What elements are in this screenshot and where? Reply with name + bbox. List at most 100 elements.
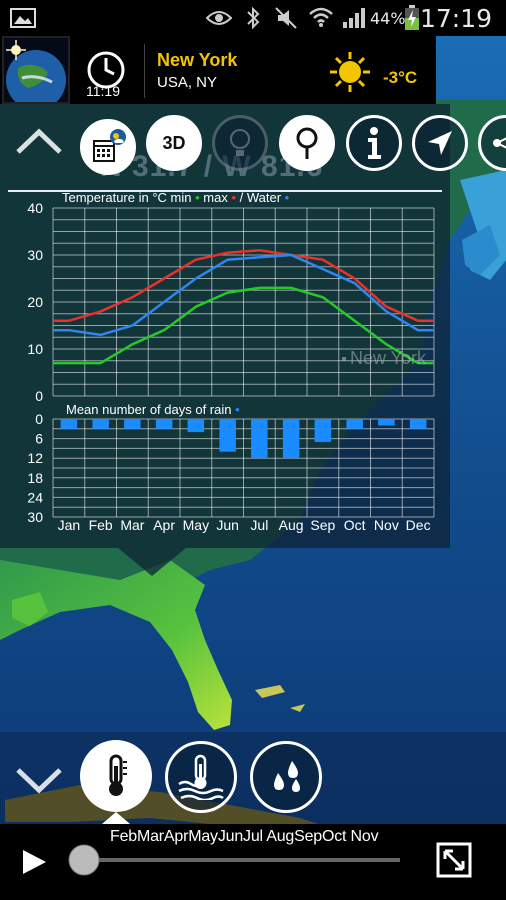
calendar-button[interactable] xyxy=(80,119,136,175)
3d-label: 3D xyxy=(162,132,186,153)
earth-thumbnail[interactable] xyxy=(2,36,70,104)
series-line-water xyxy=(53,253,434,337)
rain-bar-apr xyxy=(155,419,173,429)
water-thermometer-icon xyxy=(178,754,224,800)
x-tick-apr: Apr xyxy=(153,517,175,533)
temp-y-tick: 0 xyxy=(35,388,43,404)
region-name: USA, NY xyxy=(157,74,218,91)
legend-min-dot: • xyxy=(195,192,203,205)
image-icon xyxy=(10,8,36,28)
rain-chart-title: Mean number of days of rain • xyxy=(66,402,240,417)
location-pin-button[interactable] xyxy=(279,115,335,171)
rain-bar-mar xyxy=(124,419,141,429)
rain-bar-feb xyxy=(92,419,109,429)
selected-indicator xyxy=(102,812,130,824)
3d-button[interactable]: 3D xyxy=(146,115,202,171)
water-temperature-layer-button[interactable] xyxy=(165,741,237,813)
rain-y-tick: 30 xyxy=(27,509,43,525)
status-time: 17:19 xyxy=(419,4,492,33)
info-button[interactable] xyxy=(346,115,402,171)
legend-max-dot: • xyxy=(231,192,239,205)
map-city-name: New York xyxy=(350,348,427,368)
x-tick-aug: Aug xyxy=(279,517,304,533)
mute-icon xyxy=(275,7,297,29)
navigate-button[interactable] xyxy=(412,115,468,171)
battery-percent: 44% xyxy=(370,9,406,28)
light-button[interactable] xyxy=(212,115,268,171)
rain-y-tick: 24 xyxy=(27,489,43,505)
play-icon[interactable] xyxy=(20,848,48,876)
rain-bar-may xyxy=(187,419,205,433)
map-city-dot xyxy=(342,357,346,362)
x-tick-sep: Sep xyxy=(310,517,335,533)
share-icon xyxy=(493,137,506,149)
city-name: New York xyxy=(157,50,238,70)
temp-y-tick: 30 xyxy=(27,247,43,263)
battery-charging-icon xyxy=(405,5,419,30)
calendar-weather-icon xyxy=(93,129,126,162)
rain-bar-jan xyxy=(60,419,78,429)
chevron-up-icon[interactable] xyxy=(14,124,64,158)
rain-chart: Mean number of days of rain • 0 6 12 18 24 30 J… xyxy=(27,402,435,533)
fullscreen-icon[interactable] xyxy=(436,842,472,878)
location-header[interactable]: 11:19 New York USA, NY -3°C xyxy=(0,36,436,104)
map-city-label: New York xyxy=(342,348,426,369)
x-tick-nov: Nov xyxy=(374,517,399,533)
rain-y-tick: 6 xyxy=(35,431,43,447)
temp-y-tick: 20 xyxy=(27,294,43,310)
current-temperature: -3°C xyxy=(383,68,418,87)
x-tick-jan: Jan xyxy=(58,517,81,533)
x-tick-may: May xyxy=(183,517,209,533)
rain-bar-dec xyxy=(409,419,427,429)
clock-icon xyxy=(87,51,125,89)
title-water: / Water xyxy=(240,192,285,205)
series-line-max xyxy=(53,249,434,323)
temp-y-tick: 10 xyxy=(27,341,43,357)
x-tick-dec: Dec xyxy=(406,517,431,533)
panel-pointer xyxy=(118,548,186,576)
x-tick-feb: Feb xyxy=(89,517,113,533)
x-tick-oct: Oct xyxy=(344,517,366,533)
chevron-down-icon[interactable] xyxy=(14,764,64,798)
timeline-bar: FebMarAprMayJunJul AugSepOct Nov xyxy=(0,824,506,900)
rain-y-tick: 18 xyxy=(27,470,43,486)
timeline-slider-thumb xyxy=(68,844,100,876)
sun-icon xyxy=(330,52,370,92)
series-line-min xyxy=(53,286,434,365)
temperature-layer-button[interactable] xyxy=(80,740,152,812)
x-tick-mar: Mar xyxy=(120,517,144,533)
panel-divider xyxy=(8,190,442,192)
temperature-chart-title: Temperature in °C min • max • / Water • xyxy=(62,192,290,205)
header-divider xyxy=(144,44,145,98)
title-prefix: Temperature in °C min xyxy=(62,192,195,205)
legend-water-dot: • xyxy=(285,192,290,205)
rain-y-tick: 12 xyxy=(27,450,43,466)
rain-legend-dot: • xyxy=(235,402,240,417)
bluetooth-icon xyxy=(247,6,260,30)
rain-bar-nov xyxy=(378,419,395,426)
rain-bar-sep xyxy=(314,419,332,442)
temp-y-tick: 40 xyxy=(27,200,43,216)
signal-icon xyxy=(343,8,365,28)
raindrops-icon xyxy=(274,761,300,792)
timeline-months: FebMarAprMayJunJul AugSepOct Nov xyxy=(110,828,379,845)
wifi-icon xyxy=(309,7,333,27)
rain-bar-jun xyxy=(219,419,236,452)
local-time: 11:19 xyxy=(86,83,120,99)
location-pin-icon xyxy=(296,127,318,159)
rain-bar-oct xyxy=(346,419,363,429)
thermometer-icon xyxy=(109,754,127,796)
x-tick-jun: Jun xyxy=(216,517,239,533)
rain-bar-jul xyxy=(251,419,268,459)
x-tick-jul: Jul xyxy=(250,517,268,533)
rain-layer-button[interactable] xyxy=(250,741,322,813)
rain-y-tick: 0 xyxy=(35,411,43,427)
timeline-slider[interactable] xyxy=(66,842,406,878)
temperature-chart: Temperature in °C min • max • / Water • 0… xyxy=(27,192,435,404)
climate-chart: Temperature in °C min • max • / Water • 0… xyxy=(27,192,435,533)
info-icon xyxy=(368,127,381,159)
eye-icon xyxy=(206,11,232,25)
rain-bar-aug xyxy=(282,419,300,459)
title-max: max xyxy=(203,192,231,205)
